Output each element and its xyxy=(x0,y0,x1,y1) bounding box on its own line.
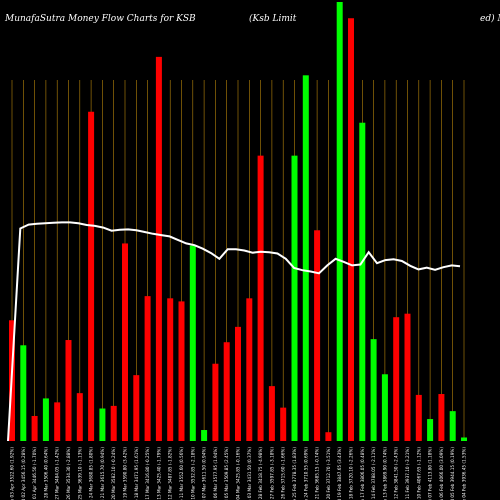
bar xyxy=(88,111,95,441)
x-tick-label: Tue 04 Feb 3936.45 (1.53%) xyxy=(462,447,467,500)
x-tick-label: Tue 25 Feb 3778.35 (1.83%) xyxy=(292,447,297,500)
x-tick-label: Wed 26 Mar 3534.30 (-2.88%) xyxy=(66,447,71,500)
bar xyxy=(235,326,241,441)
x-tick-label: Tue 18 Mar 3471.95 (1.61%) xyxy=(134,447,139,500)
x-tick-label: Thu 20 Feb 3712.70 (-3.51%) xyxy=(326,447,331,500)
x-tick-label: Thu 27 Mar 3484.05 (-1.42%) xyxy=(55,447,60,500)
x-tick-label: Mon 24 Mar 3680.85 (1.80%) xyxy=(89,447,94,500)
x-tick-label: Thu 20 Mar 3582.10 (-0.24%) xyxy=(111,447,116,500)
bar xyxy=(223,342,230,441)
x-tick-label: Tue 18 Feb 3720.10 (-2.26%) xyxy=(349,447,354,500)
bar xyxy=(54,402,61,441)
bar xyxy=(302,75,309,442)
money-flow-line xyxy=(7,221,461,442)
x-tick-label: Mon 03 Mar 3431.50 (0.37%) xyxy=(247,447,252,500)
chart-subtitle: (Ksb Limit xyxy=(249,13,297,24)
x-tick-label: Thu 06 Feb 4066.00 (3.09%) xyxy=(439,447,444,500)
bar xyxy=(438,394,445,441)
x-tick-label: Fri 07 Mar 3611.50 (0.94%) xyxy=(202,447,207,500)
x-tick-label: Tue 11 Mar 3552.60 (0.56%) xyxy=(179,447,184,500)
bar xyxy=(461,437,467,441)
x-tick-label: Thu 06 Mar 3577.95 (1.94%) xyxy=(213,447,218,500)
bar xyxy=(189,245,196,441)
bar xyxy=(370,339,377,441)
bar xyxy=(178,301,185,441)
bar xyxy=(42,398,49,441)
x-tick-label: Fri 28 Mar 3506.40 (0.64%) xyxy=(43,447,48,500)
x-tick-label: Fri 07 Feb 4113.80 (1.18%) xyxy=(428,447,433,500)
x-tick-label: Wed 19 Mar 3590.80 (3.42%) xyxy=(123,447,128,500)
bar xyxy=(415,394,422,441)
x-tick-label: Mon 24 Feb 3710.55 (0.69%) xyxy=(303,447,308,500)
x-tick-label: Wed 12 Mar 3487.85 (-1.82%) xyxy=(168,447,173,500)
bar xyxy=(31,415,38,441)
x-tick-label: Mon 17 Feb 3806.05 (0.48%) xyxy=(360,447,365,500)
chart-subtitle-tail: ed) M xyxy=(480,13,500,24)
bar xyxy=(122,243,128,441)
x-tick-label: Mon 10 Mar 3532.85 (-2.18%) xyxy=(190,447,195,500)
x-tick-label: Tue 11 Feb 3937.10 (-3.21%) xyxy=(405,447,410,500)
x-tick-label: Wed 05 Mar 3509.85 (2.45%) xyxy=(224,447,229,500)
x-tick-label: Thu 03 Apr 3522.60 (1.92%) xyxy=(10,447,15,500)
x-tick-label: Fri 21 Feb 3685.15 (-0.74%) xyxy=(315,447,320,500)
bar xyxy=(314,230,321,441)
bar xyxy=(268,386,275,441)
bar xyxy=(280,407,287,441)
bar xyxy=(212,363,219,441)
bar xyxy=(201,430,208,441)
bar xyxy=(393,317,400,441)
bar xyxy=(246,298,253,441)
x-tick-label: Fri 21 Mar 3615.70 (0.94%) xyxy=(100,447,105,500)
bar xyxy=(99,408,106,441)
bar xyxy=(76,393,83,441)
x-tick-label: Wed 26 Feb 3715.60 (-1.66%) xyxy=(281,447,286,500)
bar xyxy=(110,405,117,441)
x-tick-label: Tue 25 Mar 3639.10 (-1.13%) xyxy=(77,447,82,500)
bar xyxy=(336,2,343,441)
x-tick-label: Wed 19 Feb 3847.65 (3.43%) xyxy=(337,447,342,500)
bar xyxy=(20,345,27,441)
bar xyxy=(257,155,264,441)
x-tick-label: Wed 12 Feb 3841.50 (-2.43%) xyxy=(394,447,399,500)
x-tick-label: Mon 10 Feb 4067.65 (-1.12%) xyxy=(416,447,421,500)
bar xyxy=(381,374,388,441)
bar xyxy=(325,432,332,441)
chart-title: MunafaSutra Money Flow Charts for KSB xyxy=(4,14,196,24)
x-tick-label: Wed 02 Apr 3456.15 (0.28%) xyxy=(21,447,26,500)
bar xyxy=(348,18,354,441)
x-tick-labels: Thu 03 Apr 3522.60 (1.92%) Wed 02 Apr 345… xyxy=(10,447,467,500)
bar xyxy=(404,313,411,441)
x-tick-label: Wed 05 Feb 3944.15 (0.19%) xyxy=(450,447,455,500)
bar xyxy=(449,411,456,441)
x-tick-label: Tue 01 Apr 3446.50 (-1.70%) xyxy=(32,447,37,500)
x-tick-label: Mon 17 Mar 3416.80 (-0.25%) xyxy=(145,447,150,500)
x-tick-label: Tue 04 Mar 3425.85 (-0.16%) xyxy=(236,447,241,500)
bar xyxy=(359,122,366,441)
bars xyxy=(9,2,467,442)
x-tick-label: Thu 13 Feb 3869.90 (0.74%) xyxy=(382,447,387,500)
x-tick-label: Fri 14 Feb 3788.05 (-2.11%) xyxy=(371,447,376,500)
bar xyxy=(65,340,72,441)
bar xyxy=(155,56,162,441)
bar xyxy=(291,155,298,441)
x-tick-label: Thu 13 Mar 3425.40 (-1.79%) xyxy=(156,447,161,500)
bar xyxy=(133,375,140,441)
x-tick-label: Thu 27 Feb 3597.85 (-3.18%) xyxy=(269,447,274,500)
x-tick-label: Fri 28 Feb 3418.75 (-4.98%) xyxy=(258,447,263,500)
bar xyxy=(167,298,174,441)
bar xyxy=(427,419,434,441)
bar xyxy=(144,296,151,441)
